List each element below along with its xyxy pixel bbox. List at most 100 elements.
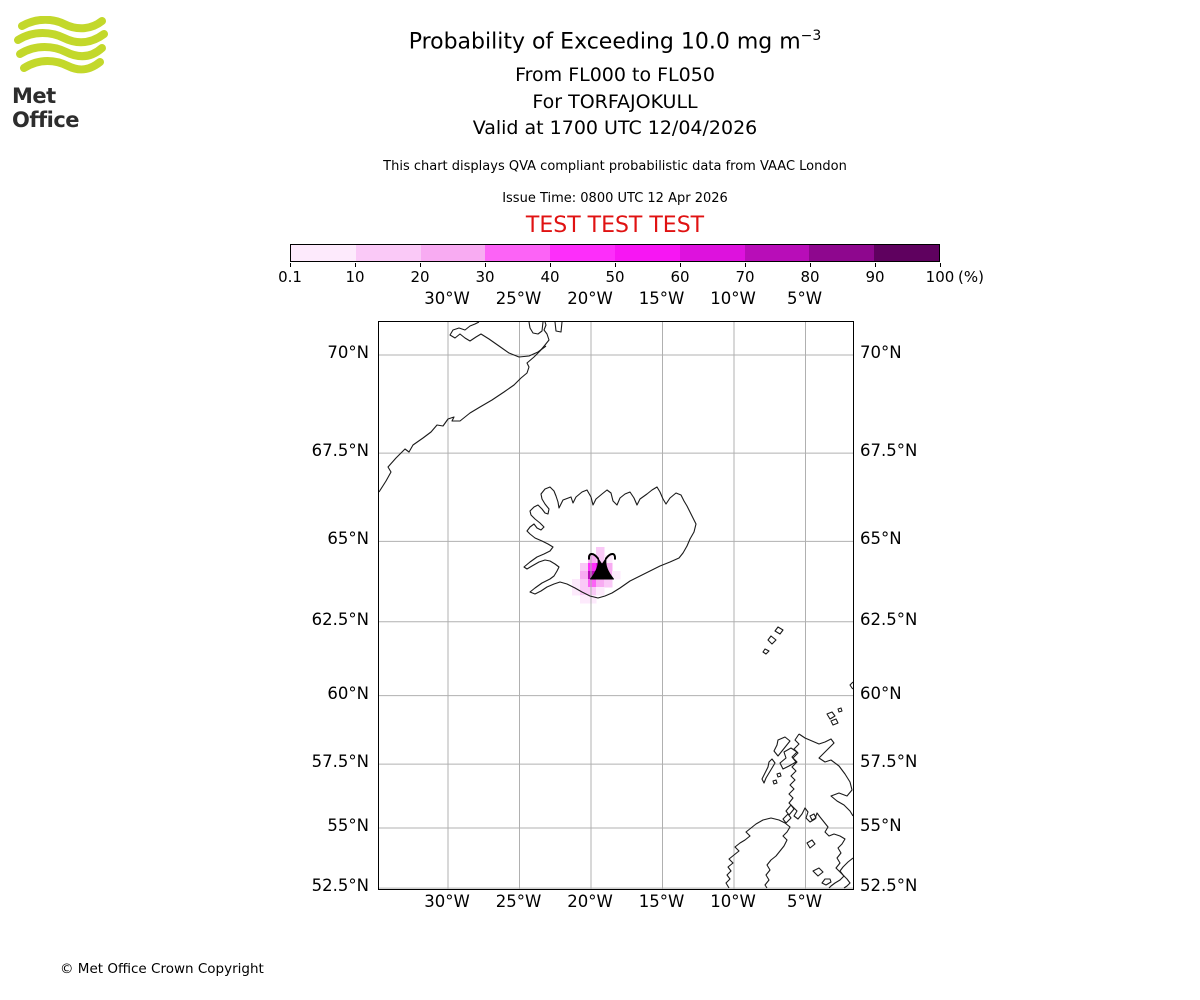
logo-waves-icon <box>14 15 108 74</box>
colorbar-tick-mark <box>419 263 421 267</box>
colorbar-tick-label: 0.1 <box>278 268 302 286</box>
subtitle-flight-levels: From FL000 to FL050 <box>515 64 715 86</box>
colorbar-tick-mark <box>549 263 551 267</box>
plume-cell <box>580 563 589 572</box>
colorbar-tick-label: 50 <box>605 268 625 286</box>
lat-label-right: 65°N <box>860 529 902 549</box>
lat-label-left: 70°N <box>327 343 369 362</box>
colorbar-tick-mark <box>484 263 486 267</box>
colorbar-segment <box>550 245 615 261</box>
colorbar-segment <box>614 245 680 261</box>
coastline-ireland <box>725 817 791 889</box>
colorbar-segment <box>744 245 810 261</box>
colorbar-segment <box>291 245 356 261</box>
plume-cell <box>604 555 613 564</box>
lat-label-left: 67.5°N <box>311 441 369 461</box>
lon-label-top: 15°W <box>638 289 685 308</box>
colorbar <box>290 244 940 262</box>
colorbar-tick-label: 70 <box>735 268 755 286</box>
colorbar-tick-mark <box>744 263 746 267</box>
lon-label-bottom: 15°W <box>638 892 685 911</box>
plume-cell <box>572 579 581 588</box>
lon-label-top: 10°W <box>710 289 756 308</box>
lat-label-left: 62.5°N <box>311 609 369 629</box>
lon-label-top: 30°W <box>424 289 470 308</box>
coastline-wales-anglesey <box>812 857 853 889</box>
colorbar-tick-label: 60 <box>670 268 690 286</box>
plume-cell <box>580 571 589 580</box>
lat-label-left: 60°N <box>327 683 369 703</box>
colorbar-tick-mark <box>614 263 616 267</box>
coastline-skye <box>779 747 798 770</box>
lat-label-right: 62.5°N <box>860 609 918 629</box>
logo-text: Met Office <box>12 84 80 132</box>
colorbar-tick-label: 10 <box>345 268 365 286</box>
lon-label-bottom: 25°W <box>495 892 542 911</box>
colorbar-tick-mark <box>809 263 811 267</box>
volcano-eruption-icon <box>587 553 617 580</box>
coastline-faroes <box>762 626 784 655</box>
coastline-greenland <box>379 322 550 493</box>
plume-cell <box>596 547 605 556</box>
lon-label-top: 25°W <box>495 289 542 308</box>
plume-cell <box>596 555 605 564</box>
colorbar-unit: (%) <box>958 268 984 286</box>
colorbar-segment <box>874 245 939 261</box>
plume-cell <box>604 579 613 588</box>
plume-cell <box>588 571 597 580</box>
lon-label-bottom: 20°W <box>567 892 613 911</box>
lon-label-bottom: 10°W <box>710 892 756 911</box>
lat-label-right: 52.5°N <box>860 876 918 896</box>
plume-cell <box>580 595 589 604</box>
coastline-scotland-north-east <box>798 733 853 817</box>
colorbar-segment <box>809 245 875 261</box>
land-layer <box>379 322 853 889</box>
coastline-hebrides <box>761 736 791 785</box>
coastline-orkney <box>826 707 843 726</box>
plume-cell <box>588 595 597 604</box>
colorbar-tick-mark <box>679 263 681 267</box>
lat-label-right: 60°N <box>860 683 902 703</box>
map-panel <box>378 321 854 890</box>
map-svg <box>379 322 853 889</box>
subtitle-volcano: For TORFAJOKULL <box>532 91 698 113</box>
colorbar-tick-mark <box>289 263 291 267</box>
coastline-britain-west <box>788 733 846 889</box>
plume-cell <box>588 563 597 572</box>
lon-label-top: 20°W <box>567 289 613 308</box>
colorbar-segment <box>679 245 745 261</box>
colorbar-tick-label: 80 <box>800 268 820 286</box>
page-title: Probability of Exceeding 10.0 mg m−3 <box>30 28 1200 54</box>
colorbar-segment <box>355 245 421 261</box>
copyright: © Met Office Crown Copyright <box>60 961 264 977</box>
colorbar-tick-label: 20 <box>410 268 430 286</box>
colorbar-tick-label: 40 <box>540 268 560 286</box>
coastline-isle-of-man <box>806 839 816 849</box>
plume-cell <box>596 587 605 596</box>
plume-cell <box>604 563 613 572</box>
lat-label-right: 70°N <box>860 343 902 362</box>
test-banner: TEST TEST TEST <box>525 213 705 238</box>
issue-time: Issue Time: 0800 UTC 12 Apr 2026 <box>502 191 728 206</box>
subtitle-valid-time: Valid at 1700 UTC 12/04/2026 <box>472 117 758 139</box>
title-superscript: −3 <box>800 28 822 44</box>
coastline-islay-jura <box>782 804 817 824</box>
met-office-logo: Met Office <box>12 15 112 132</box>
plume-cell <box>580 587 589 596</box>
plume-cell <box>588 555 597 564</box>
plume-cell <box>588 587 597 596</box>
qva-note: This chart displays QVA compliant probab… <box>383 159 847 174</box>
colorbar-swatches <box>291 245 939 261</box>
colorbar-tick-label: 30 <box>475 268 495 286</box>
coastline-shetland-fragment <box>849 681 853 690</box>
colorbar-tick-mark <box>874 263 876 267</box>
lon-label-bottom: 5°W <box>786 892 823 911</box>
coastline-greenland-fjords <box>449 322 563 358</box>
lat-label-right: 57.5°N <box>860 752 918 772</box>
plume-cell <box>588 579 597 588</box>
lat-label-left: 57.5°N <box>311 752 369 772</box>
lon-label-top: 5°W <box>786 289 823 308</box>
lat-label-left: 65°N <box>327 529 369 549</box>
coastline-iceland <box>523 486 697 599</box>
colorbar-segment <box>420 245 486 261</box>
